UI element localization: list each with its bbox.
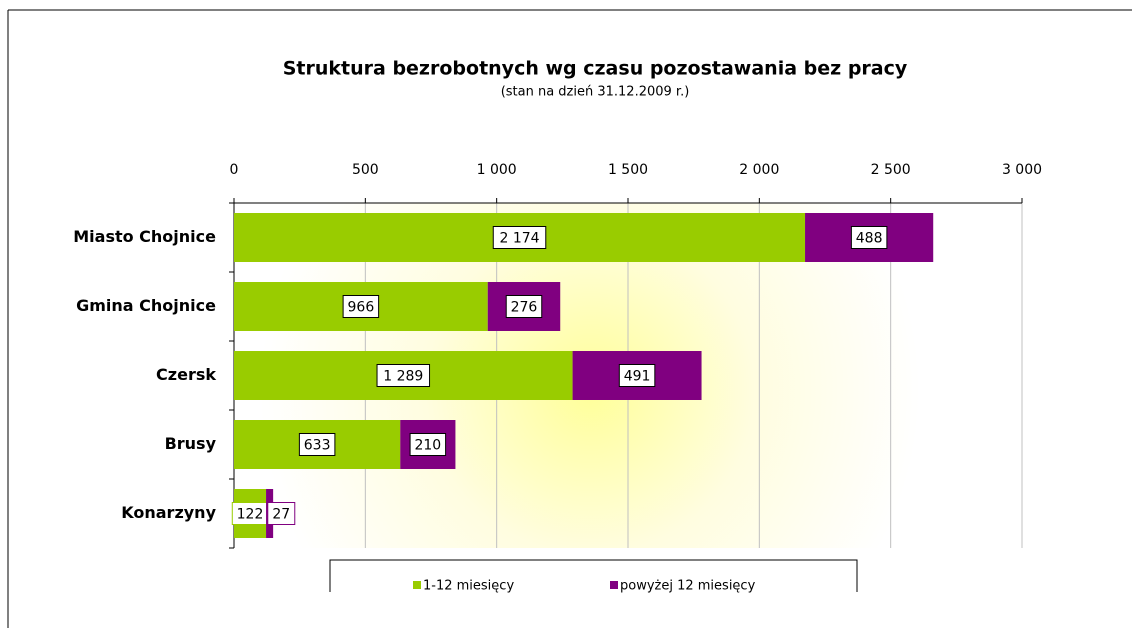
x-tick-label: 2 500 (871, 162, 911, 178)
legend-label: 1-12 miesięcy (423, 579, 514, 594)
x-tick-label: 2 000 (739, 162, 779, 178)
data-label-box (505, 295, 543, 318)
chart-title: Struktura bezrobotnych wg czasu pozostaw… (283, 58, 908, 80)
y-tick-label: Czersk (156, 365, 216, 384)
legend-swatch (413, 581, 421, 589)
x-tick-label: 1 500 (608, 162, 648, 178)
x-tick-label: 500 (352, 162, 379, 178)
data-label: 27 (272, 507, 290, 523)
y-tick-label: Gmina Chojnice (76, 296, 216, 315)
data-label-box (267, 502, 296, 525)
data-label-box (492, 226, 547, 249)
y-tick-label: Brusy (165, 434, 217, 453)
data-label-box (342, 295, 380, 318)
data-label-box (298, 433, 336, 456)
x-tick-label: 0 (230, 162, 239, 178)
data-label-box (850, 226, 888, 249)
chart-subtitle: (stan na dzień 31.12.2009 r.) (501, 85, 690, 100)
data-label: 122 (237, 507, 264, 523)
data-label: 276 (511, 300, 538, 316)
data-label: 1 289 (383, 369, 423, 385)
legend-swatch (610, 581, 618, 589)
x-tick-label: 1 000 (477, 162, 517, 178)
data-label: 633 (304, 438, 331, 454)
data-label-box (409, 433, 447, 456)
data-label-box (618, 364, 656, 387)
y-tick-label: Konarzyny (121, 503, 216, 522)
x-tick-label: 3 000 (1002, 162, 1042, 178)
data-label: 966 (348, 300, 375, 316)
data-label: 2 174 (499, 231, 539, 247)
data-label: 488 (856, 231, 883, 247)
data-label: 491 (624, 369, 651, 385)
legend: 1-12 miesięcy powyżej 12 miesięcy (329, 559, 858, 594)
legend-box (329, 559, 858, 592)
data-label-box (376, 364, 431, 387)
data-label: 210 (414, 438, 441, 454)
legend-label: powyżej 12 miesięcy (620, 579, 756, 594)
y-tick-label: Miasto Chojnice (73, 227, 216, 246)
